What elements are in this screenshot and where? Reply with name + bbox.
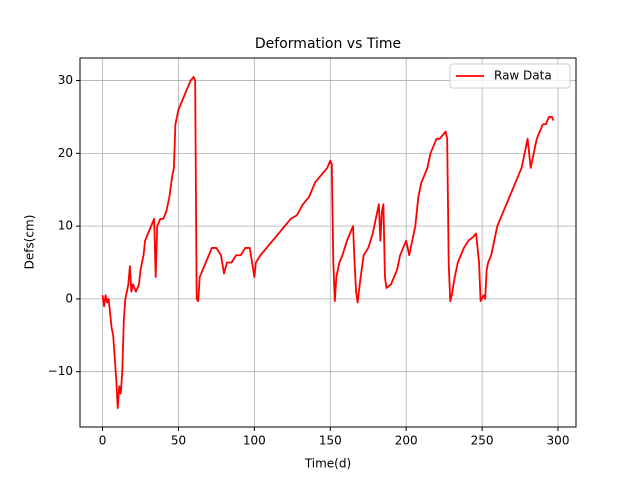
x-tick-label: 0 bbox=[99, 434, 107, 448]
x-tick-label: 100 bbox=[243, 434, 266, 448]
x-tick-label: 300 bbox=[547, 434, 570, 448]
plot-frame bbox=[79, 57, 577, 428]
x-tick-label: 250 bbox=[471, 434, 494, 448]
legend-label: Raw Data bbox=[494, 69, 552, 83]
y-axis-label: Defs(cm) bbox=[23, 215, 37, 270]
y-tick-label: 20 bbox=[58, 146, 73, 160]
x-tick-label: 50 bbox=[171, 434, 186, 448]
y-tick-label: −10 bbox=[48, 364, 73, 378]
chart-title: Deformation vs Time bbox=[255, 36, 401, 52]
y-tick-label: 0 bbox=[65, 291, 73, 305]
x-tick-label: 200 bbox=[395, 434, 418, 448]
x-tick-label: 150 bbox=[319, 434, 342, 448]
data-line bbox=[101, 76, 555, 409]
y-tick-label: 30 bbox=[58, 73, 73, 87]
x-axis-label: Time(d) bbox=[304, 457, 351, 471]
legend-box bbox=[449, 63, 571, 89]
y-tick-label: 10 bbox=[58, 219, 73, 233]
